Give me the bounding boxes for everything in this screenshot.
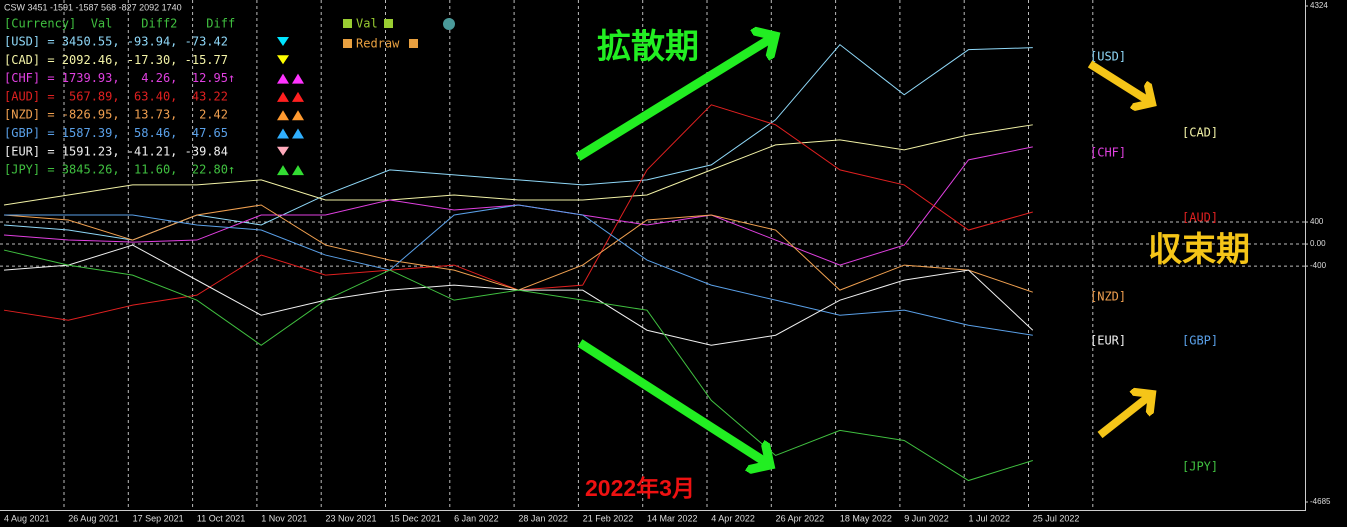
x-tick-label: 21 Feb 2022: [583, 513, 634, 523]
trend-icon: [277, 91, 289, 102]
x-tick-label: 1 Nov 2021: [261, 513, 307, 523]
series-label: [AUD]: [1182, 211, 1218, 225]
series-label: [EUR]: [1090, 334, 1126, 348]
x-tick-label: 26 Apr 2022: [776, 513, 825, 523]
series-line: [4, 204, 1033, 336]
x-tick-label: 25 Jul 2022: [1033, 513, 1080, 523]
trend-icon: [277, 55, 289, 65]
panel-row: [GBP] = 1587.39, 58.46, 47.65: [4, 126, 228, 140]
checkbox-label: Redraw: [356, 37, 400, 51]
series-line: [3, 249, 1033, 482]
lines: [3, 43, 1034, 482]
annotation: 拡散期: [597, 28, 699, 66]
x-tick-label: 1 Jul 2022: [969, 513, 1011, 523]
series-label: [GBP]: [1182, 334, 1218, 348]
arrows: [575, 36, 1152, 465]
x-tick-label: 4 Aug 2021: [4, 513, 50, 523]
panel-row: [CHF] = 1739.93, 4.26, 12.95↑: [4, 71, 235, 85]
grid: [0, 0, 1308, 510]
checkbox[interactable]: [343, 19, 352, 28]
panel: [Currency] Val Diff2 Diff Val Redraw [US…: [4, 17, 455, 177]
checkbox-label: Val: [356, 17, 378, 31]
x-tick-label: 9 Jun 2022: [904, 513, 949, 523]
arrow: [577, 339, 770, 465]
trend-icon: [292, 73, 304, 84]
trend-icon: [277, 37, 289, 46]
labels: [USD] [CAD] [CHF] [AUD] [NZD] [GBP] [EUR] [JPY]: [1090, 50, 1218, 474]
panel-row: [AUD] = 567.89, 63.40, 43.22: [4, 89, 228, 103]
x-tick-label: 14 Mar 2022: [647, 513, 698, 523]
trend-icon: [292, 110, 304, 121]
panel-row: [NZD] = -826.95, 13.73, 2.42: [4, 108, 228, 122]
x-tick-label: 17 Sep 2021: [133, 513, 184, 523]
series-label: [NZD]: [1090, 290, 1126, 304]
x-tick-label: 26 Aug 2021: [68, 513, 119, 523]
panel-row: [EUR] = 1591.23, -41.21, -39.84: [4, 144, 228, 158]
x-tick-label: 28 Jan 2022: [518, 513, 568, 523]
annotation: 2022年3月: [585, 475, 695, 501]
x-tick-label: 15 Dec 2021: [390, 513, 441, 523]
trend-icon: [292, 91, 304, 102]
panel-row: [USD] = 3450.55, -93.94, -73.42: [4, 35, 228, 49]
annotation: 収束期: [1148, 231, 1250, 269]
chart-title: CSW 3451 -1591 -1587 568 -827 2092 1740: [4, 2, 182, 12]
checkbox[interactable]: [409, 39, 418, 48]
trend-icon: [292, 128, 304, 139]
series-label: [JPY]: [1182, 460, 1218, 474]
x-tick-label: 4 Apr 2022: [711, 513, 755, 523]
trend-icon: [277, 128, 289, 139]
trend-icon: [277, 146, 289, 156]
x-tick-label: 11 Oct 2021: [197, 513, 245, 523]
arrow: [1087, 60, 1152, 103]
panel-row: [CAD] = 2092.46, -17.30, -15.77: [4, 53, 228, 67]
trend-icon: [277, 110, 289, 121]
trend-icon: [292, 165, 304, 176]
arrow: [1097, 394, 1152, 439]
series-line: [3, 124, 1033, 206]
y-tick-label: -4685: [1310, 497, 1331, 506]
x-tick-label: 23 Nov 2021: [326, 513, 377, 523]
series-label: [CAD]: [1182, 126, 1218, 140]
trend-icon: [277, 73, 289, 84]
panel-header: [Currency] Val Diff2 Diff: [4, 17, 235, 31]
arrow: [575, 36, 775, 161]
checkbox[interactable]: [384, 19, 393, 28]
y-tick-label: 0.00: [1310, 239, 1326, 248]
x-tick-label: 6 Jan 2022: [454, 513, 499, 523]
checkbox[interactable]: [343, 39, 352, 48]
series-label: [USD]: [1090, 50, 1126, 64]
y-tick-label: 4324: [1310, 1, 1328, 10]
x-tick-label: 18 May 2022: [840, 513, 892, 523]
trend-icon: [277, 165, 289, 176]
y-tick-label: 400: [1310, 217, 1324, 226]
series-label: [CHF]: [1090, 146, 1126, 160]
y-tick-label: -400: [1310, 261, 1327, 270]
panel-row: [JPY] = 3845.26, 11.60, 22.80↑: [4, 163, 235, 177]
button[interactable]: [443, 18, 455, 30]
